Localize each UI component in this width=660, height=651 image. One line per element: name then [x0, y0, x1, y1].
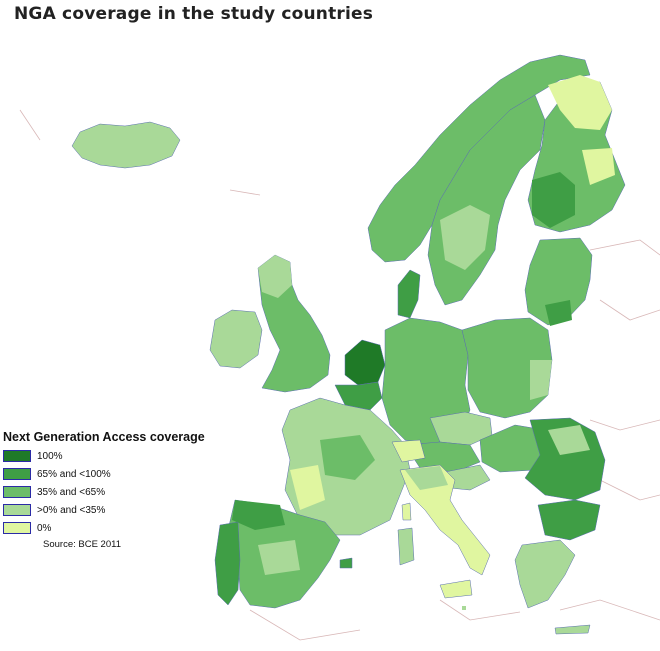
legend-swatch	[3, 522, 31, 534]
map-title: NGA coverage in the study countries	[14, 4, 374, 24]
region-corsica	[401, 502, 412, 521]
region-netherlands	[344, 339, 386, 386]
region-finland-east	[582, 148, 615, 185]
source-note: Source: BCE 2011	[43, 539, 121, 550]
region-balearics	[339, 557, 353, 569]
legend-items: 100% 65% and <100% 35% and <65% >0% and <35…	[3, 447, 205, 537]
region-uk-scotland	[258, 255, 292, 298]
region-italy-north	[405, 466, 448, 490]
region-denmark	[397, 269, 421, 319]
legend-label: 35% and <65%	[37, 486, 106, 498]
region-italy	[399, 464, 491, 576]
region-iceland	[71, 121, 181, 169]
region-france-mid	[320, 435, 375, 480]
region-sardinia	[397, 527, 415, 566]
region-finland-south	[532, 172, 575, 228]
region-sweden-light	[440, 205, 490, 270]
legend-item: >0% and <35%	[3, 501, 205, 519]
region-bulgaria	[537, 499, 601, 541]
legend-swatch	[3, 486, 31, 498]
region-crete	[554, 624, 591, 635]
region-portugal	[214, 521, 241, 606]
legend: Next Generation Access coverage 100% 65% …	[3, 430, 205, 550]
legend-item: 100%	[3, 447, 205, 465]
neighbour-borders	[19, 109, 660, 641]
region-malta	[462, 606, 466, 610]
region-poland-light	[530, 360, 552, 400]
region-romania-light	[548, 425, 590, 455]
region-norway	[367, 54, 591, 263]
region-poland	[461, 317, 553, 419]
legend-label: 100%	[37, 450, 63, 462]
region-france-light	[290, 465, 325, 510]
legend-swatch	[3, 504, 31, 516]
legend-label: 65% and <100%	[37, 468, 111, 480]
region-ireland	[209, 309, 263, 369]
legend-title: Next Generation Access coverage	[3, 430, 205, 444]
region-spain-light	[258, 540, 300, 575]
legend-item: 65% and <100%	[3, 465, 205, 483]
legend-swatch	[3, 450, 31, 462]
region-baltics-dark	[545, 300, 572, 326]
region-sicily	[439, 579, 473, 599]
legend-item: 0%	[3, 519, 205, 537]
legend-item: 35% and <65%	[3, 483, 205, 501]
region-switzerland	[391, 439, 426, 463]
legend-label: >0% and <35%	[37, 504, 106, 516]
region-finland-lapland	[548, 75, 612, 130]
region-spain-north	[232, 500, 285, 530]
legend-label: 0%	[37, 522, 52, 534]
region-greece	[514, 539, 576, 609]
legend-swatch	[3, 468, 31, 480]
